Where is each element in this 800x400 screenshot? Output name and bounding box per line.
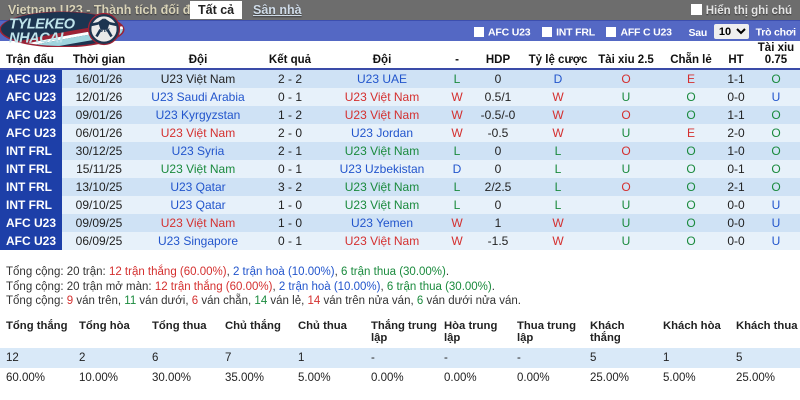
svg-text:.VIN: .VIN bbox=[99, 28, 111, 34]
